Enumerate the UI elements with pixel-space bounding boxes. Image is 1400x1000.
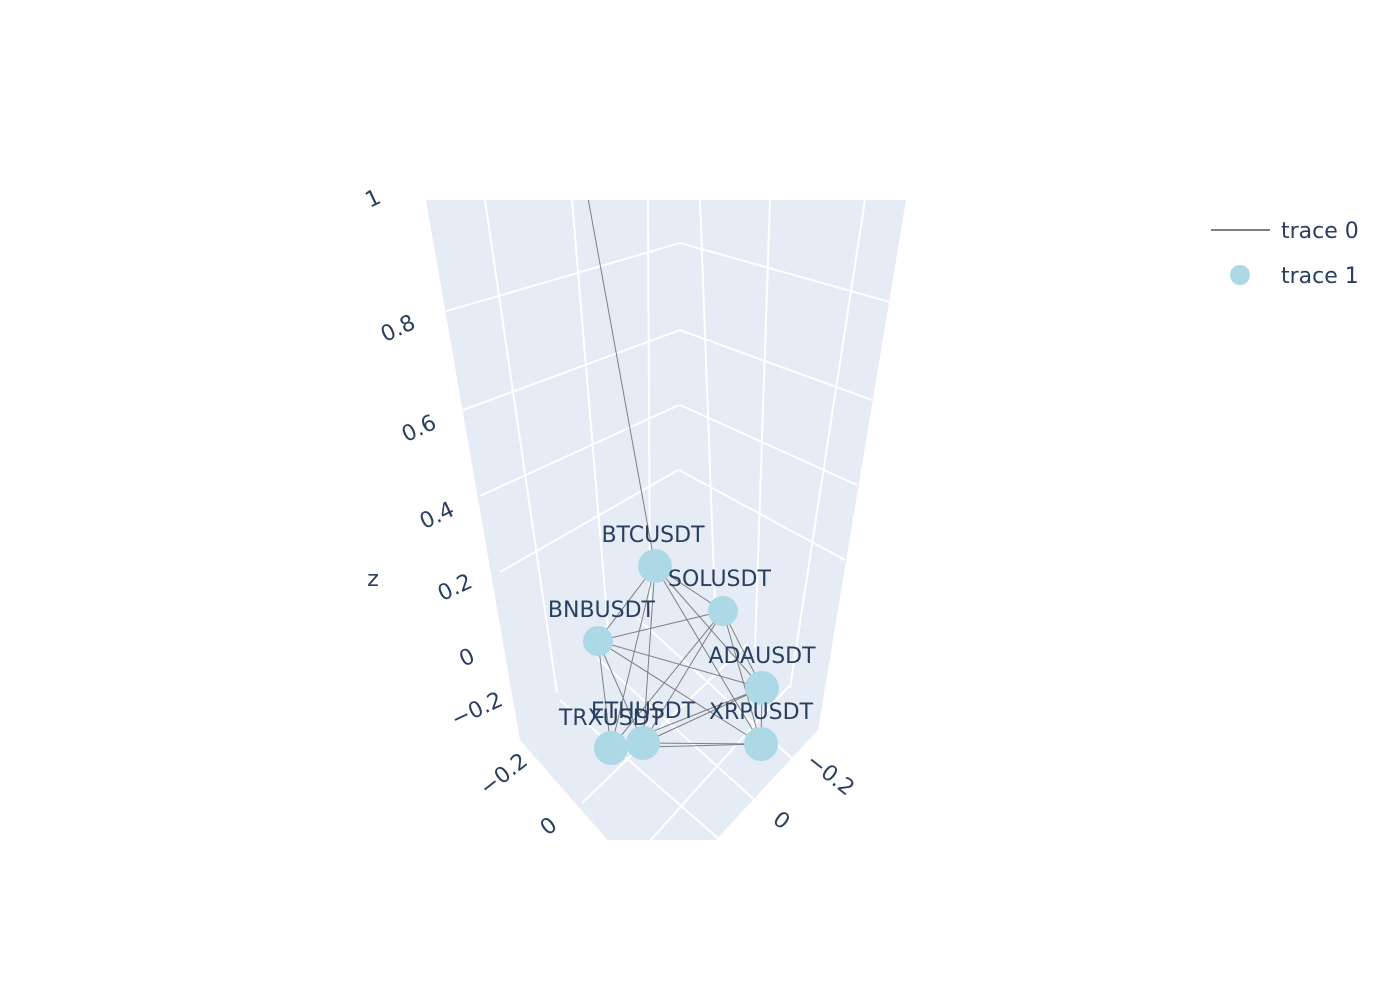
node-label-bnbusdt: BNBUSDT bbox=[548, 598, 656, 623]
node-label-adausdt: ADAUSDT bbox=[708, 644, 816, 669]
node-marker-bnbusdt[interactable] bbox=[583, 626, 613, 656]
scene-background bbox=[426, 200, 906, 840]
legend-label: trace 1 bbox=[1281, 264, 1359, 289]
gridline bbox=[462, 329, 681, 411]
edge-line bbox=[610, 565, 656, 749]
edge-line bbox=[722, 610, 762, 745]
gridline bbox=[581, 642, 749, 804]
gridline bbox=[559, 699, 721, 840]
z-tick-label: 0 bbox=[456, 644, 479, 673]
floor bbox=[520, 577, 818, 840]
right-wall bbox=[678, 200, 906, 730]
edge-line bbox=[642, 565, 656, 744]
edge-line bbox=[597, 640, 612, 749]
gridline bbox=[499, 469, 679, 573]
gridline bbox=[699, 200, 716, 605]
gridline bbox=[679, 404, 858, 486]
gridline bbox=[679, 242, 891, 303]
node-marker-ethusdt[interactable] bbox=[626, 726, 660, 760]
legend-marker-swatch bbox=[1230, 265, 1250, 285]
node-label-ethusdt: ETHUSDT bbox=[591, 699, 696, 724]
node-label-xrpusdt: XRPUSDT bbox=[709, 700, 814, 725]
edge-line bbox=[597, 640, 644, 744]
edge-line bbox=[642, 610, 724, 744]
edge-line bbox=[654, 565, 762, 745]
z-tick-label: 0.2 bbox=[434, 569, 476, 606]
legend-item-trace-1[interactable]: trace 1 bbox=[1230, 264, 1359, 289]
edge-line bbox=[610, 610, 724, 749]
gridline bbox=[678, 469, 846, 561]
gridline bbox=[754, 200, 771, 649]
left-wall bbox=[426, 200, 680, 740]
y-tick-label: 0 bbox=[768, 807, 794, 835]
z-tick-label: 0.8 bbox=[377, 310, 419, 347]
gridline bbox=[439, 242, 681, 314]
z-axis-title: z bbox=[367, 567, 379, 592]
edge-line bbox=[597, 640, 762, 745]
node-label-trxusdt: TRXUSDT bbox=[558, 706, 664, 731]
z-tick-label: −0.2 bbox=[448, 687, 507, 732]
gridline bbox=[647, 200, 651, 611]
edge-line bbox=[642, 742, 762, 745]
z-tick-label: 0.4 bbox=[416, 497, 458, 534]
node-label-btcusdt: BTCUSDT bbox=[601, 523, 705, 548]
node-marker-xrpusdt[interactable] bbox=[744, 727, 778, 761]
y-tick-label: −0.2 bbox=[801, 749, 858, 802]
z-tick-label: 1 bbox=[362, 185, 385, 214]
gridline bbox=[571, 200, 611, 653]
gridline bbox=[484, 200, 558, 694]
z-tick-label: 0.6 bbox=[398, 410, 440, 447]
gridline bbox=[679, 329, 873, 401]
node-marker-adausdt[interactable] bbox=[745, 671, 779, 705]
node-marker-btcusdt[interactable] bbox=[638, 549, 672, 583]
gridline bbox=[789, 200, 866, 689]
node-label-solusdt: SOLUSDT bbox=[668, 567, 771, 592]
edge-line bbox=[587, 200, 656, 567]
edge-line bbox=[597, 640, 763, 689]
edge-line bbox=[642, 687, 763, 744]
edge-line bbox=[654, 565, 763, 689]
legend[interactable]: trace 0 trace 1 bbox=[1211, 219, 1359, 289]
legend-item-trace-0[interactable]: trace 0 bbox=[1211, 219, 1359, 244]
gridline bbox=[649, 684, 791, 840]
node-labels: BTCUSDT SOLUSDT BNBUSDT ADAUSDT ETHUSDT XRPUS… bbox=[548, 523, 816, 731]
gridline bbox=[479, 404, 680, 497]
edge-line bbox=[597, 610, 724, 642]
grid-lines bbox=[439, 200, 891, 840]
gridline bbox=[597, 658, 759, 804]
node-marker-solusdt[interactable] bbox=[708, 596, 738, 626]
legend-label: trace 0 bbox=[1281, 219, 1359, 244]
nodes-trace-1[interactable] bbox=[583, 549, 779, 765]
x-tick-label: 0 bbox=[536, 813, 562, 841]
x-tick-label: −0.2 bbox=[475, 749, 532, 802]
node-marker-trxusdt[interactable] bbox=[594, 731, 628, 765]
